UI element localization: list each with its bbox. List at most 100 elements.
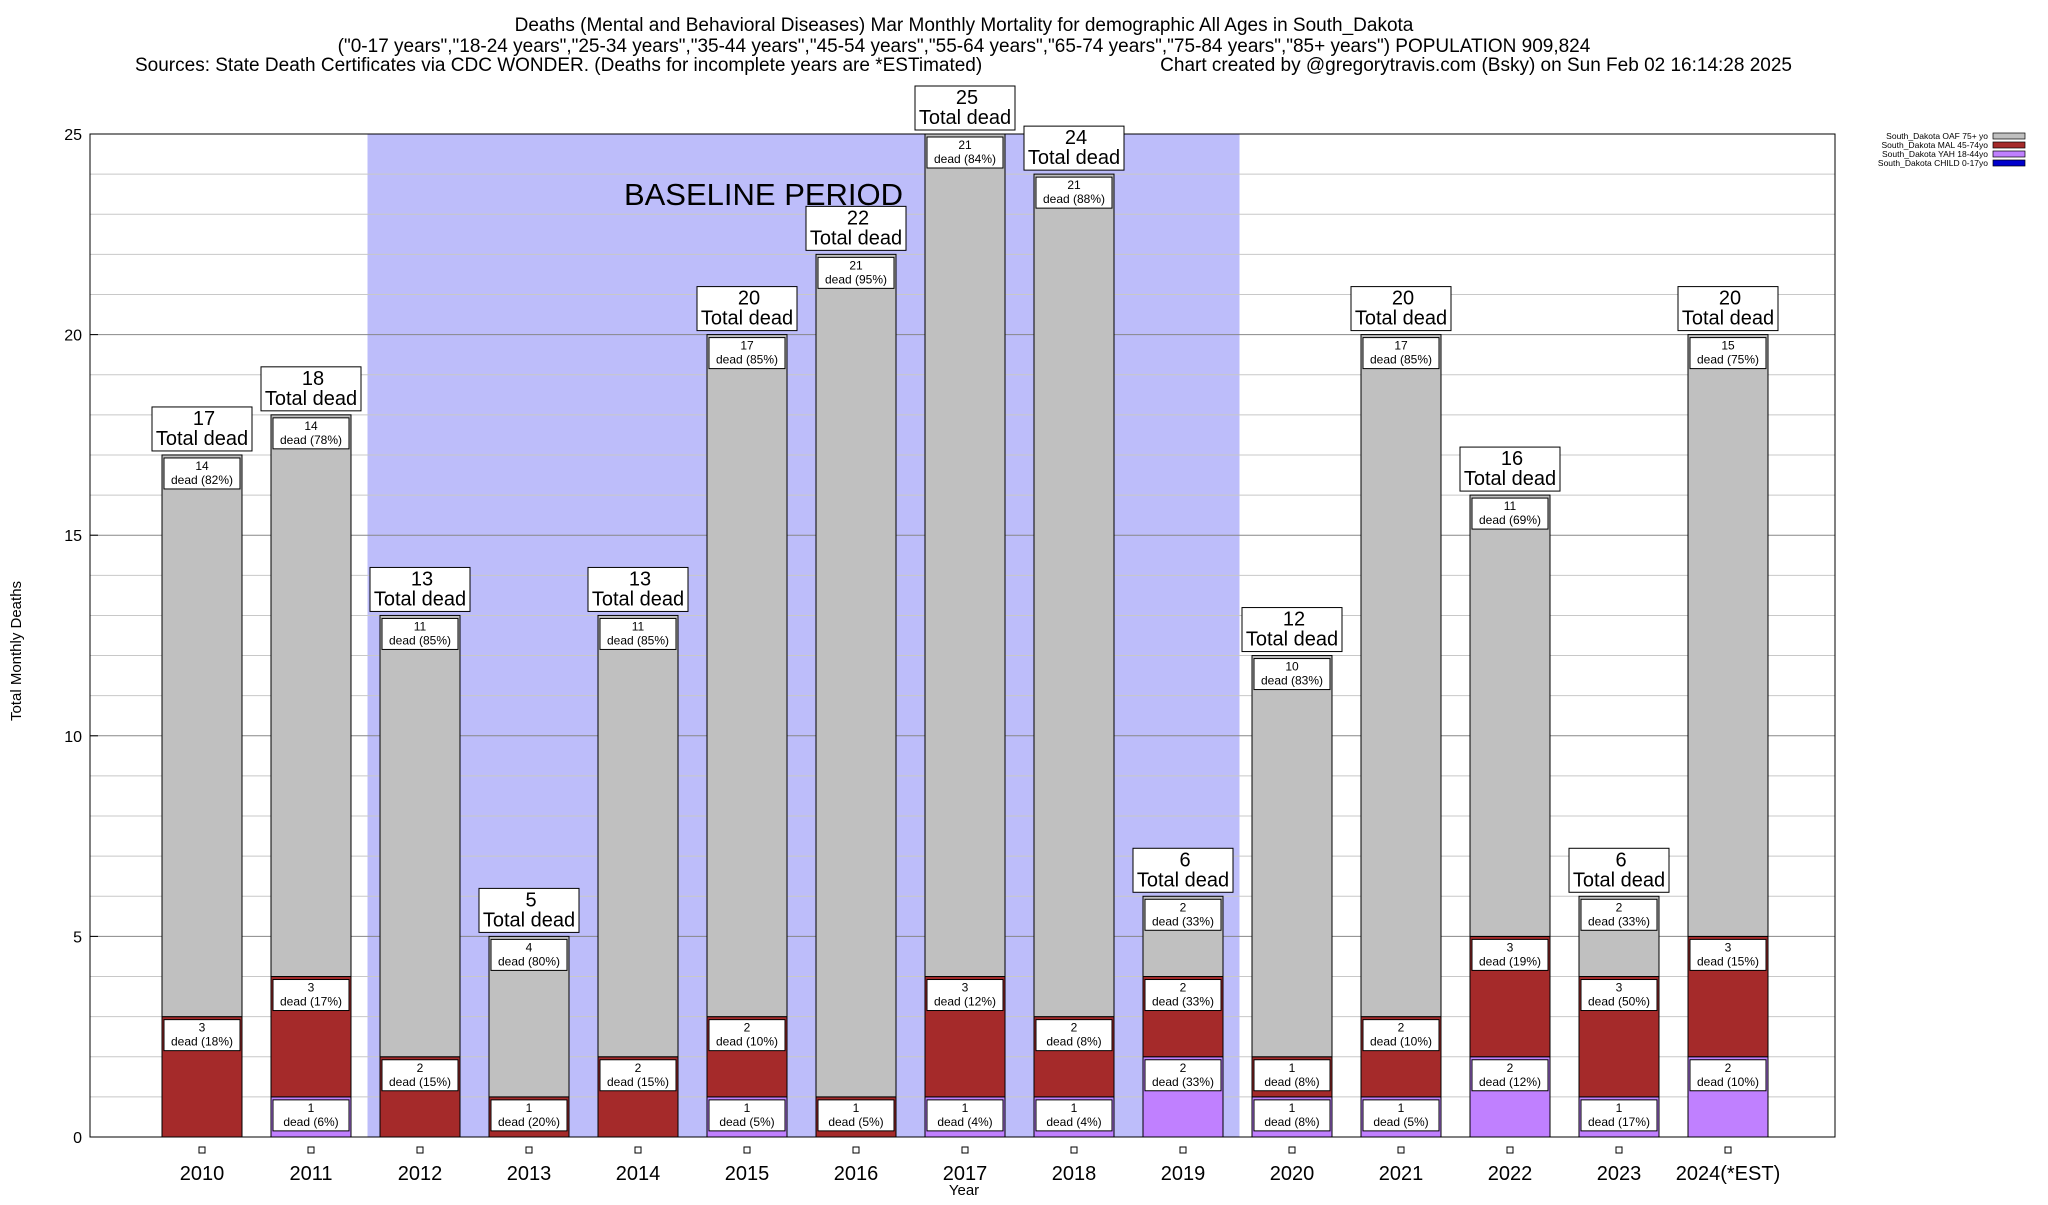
segment-pct: dead (5%) bbox=[719, 1115, 774, 1129]
segment-pct: dead (8%) bbox=[1264, 1115, 1319, 1129]
segment-pct: dead (82%) bbox=[171, 473, 233, 487]
segment-count: 15 bbox=[1721, 339, 1735, 353]
total-count: 13 bbox=[629, 568, 651, 590]
x-tick-label: 2016 bbox=[834, 1163, 879, 1185]
segment-count: 21 bbox=[1067, 178, 1081, 192]
segment-label-box bbox=[1689, 337, 1767, 370]
total-count: 24 bbox=[1065, 127, 1087, 149]
segment-label-box bbox=[1253, 1059, 1331, 1092]
x-tick-marker bbox=[198, 1146, 206, 1154]
total-word: Total dead bbox=[156, 428, 248, 450]
segment-label-box bbox=[599, 617, 677, 650]
segment-label-box bbox=[381, 617, 459, 650]
x-tick-marker bbox=[1615, 1146, 1623, 1154]
segment-pct: dead (17%) bbox=[1588, 1115, 1650, 1129]
segment-pct: dead (83%) bbox=[1261, 674, 1323, 688]
segment-pct: dead (85%) bbox=[1370, 353, 1432, 367]
x-tick-label: 2020 bbox=[1270, 1163, 1315, 1185]
total-word: Total dead bbox=[1028, 147, 1120, 169]
segment-pct: dead (84%) bbox=[934, 152, 996, 166]
segment-label-box bbox=[1471, 938, 1549, 971]
segment-label-box bbox=[1253, 658, 1331, 691]
segment-count: 1 bbox=[853, 1101, 860, 1115]
legend-swatch-child bbox=[1992, 159, 2026, 167]
total-word: Total dead bbox=[592, 588, 684, 610]
segment-label-box bbox=[1362, 1099, 1440, 1132]
segment-pct: dead (69%) bbox=[1479, 513, 1541, 527]
segment-count: 21 bbox=[849, 258, 863, 272]
segment-pct: dead (5%) bbox=[1373, 1115, 1428, 1129]
segment-count: 3 bbox=[1725, 940, 1732, 954]
segment-pct: dead (17%) bbox=[280, 995, 342, 1009]
x-tick-label: 2022 bbox=[1488, 1163, 1533, 1185]
segment-pct: dead (8%) bbox=[1264, 1075, 1319, 1089]
x-tick-marker bbox=[961, 1146, 969, 1154]
bar-segment-oaf bbox=[270, 414, 352, 978]
segment-pct: dead (85%) bbox=[607, 633, 669, 647]
total-word: Total dead bbox=[919, 107, 1011, 129]
total-count: 5 bbox=[525, 889, 536, 911]
segment-count: 3 bbox=[1616, 981, 1623, 995]
segment-label-box bbox=[1689, 1059, 1767, 1092]
segment-pct: dead (10%) bbox=[716, 1035, 778, 1049]
segment-label-box bbox=[490, 938, 568, 971]
segment-count: 1 bbox=[1289, 1061, 1296, 1075]
bar-segment-oaf bbox=[1360, 334, 1442, 1018]
x-tick-marker bbox=[416, 1146, 424, 1154]
segment-pct: dead (95%) bbox=[825, 272, 887, 286]
segment-label-box bbox=[1144, 979, 1222, 1012]
segment-count: 2 bbox=[417, 1061, 424, 1075]
total-label-box bbox=[1459, 446, 1561, 492]
x-tick-label: 2017 bbox=[943, 1163, 988, 1185]
segment-count: 1 bbox=[308, 1101, 315, 1115]
segment-label-box bbox=[1471, 497, 1549, 530]
segment-label-box bbox=[926, 1099, 1004, 1132]
segment-label-box bbox=[1362, 337, 1440, 370]
segment-pct: dead (15%) bbox=[1697, 954, 1759, 968]
segment-count: 1 bbox=[1398, 1101, 1405, 1115]
segment-label-box bbox=[817, 256, 895, 289]
segment-count: 2 bbox=[1071, 1021, 1078, 1035]
segment-label-box bbox=[490, 1099, 568, 1132]
x-tick-label: 2013 bbox=[507, 1163, 552, 1185]
legend-swatch-mal bbox=[1992, 141, 2026, 149]
segment-label-box bbox=[1035, 176, 1113, 209]
x-tick-label: 2023 bbox=[1597, 1163, 1642, 1185]
y-tick-label: 10 bbox=[64, 729, 82, 746]
total-label-box bbox=[260, 366, 362, 412]
total-count: 6 bbox=[1179, 849, 1190, 871]
segment-pct: dead (33%) bbox=[1152, 1075, 1214, 1089]
total-word: Total dead bbox=[1137, 869, 1229, 891]
segment-pct: dead (12%) bbox=[1479, 1075, 1541, 1089]
total-count: 22 bbox=[847, 207, 869, 229]
total-label-box bbox=[369, 566, 471, 612]
segment-label-box bbox=[817, 1099, 895, 1132]
x-axis-label: Year bbox=[949, 1182, 979, 1199]
segment-count: 11 bbox=[632, 619, 645, 633]
total-label-box bbox=[587, 566, 689, 612]
bar-segment-oaf bbox=[597, 614, 679, 1058]
segment-label-box bbox=[708, 1099, 786, 1132]
segment-pct: dead (4%) bbox=[1046, 1115, 1101, 1129]
x-tick-label: 2010 bbox=[180, 1163, 225, 1185]
segment-pct: dead (33%) bbox=[1152, 914, 1214, 928]
segment-count: 21 bbox=[958, 138, 972, 152]
segment-count: 1 bbox=[962, 1101, 969, 1115]
total-count: 13 bbox=[411, 568, 433, 590]
bar-segment-oaf bbox=[1251, 655, 1333, 1058]
segment-pct: dead (8%) bbox=[1046, 1035, 1101, 1049]
total-label-box bbox=[1568, 847, 1670, 893]
bar-segment-oaf bbox=[1033, 173, 1115, 1018]
segment-label-box bbox=[1580, 979, 1658, 1012]
segment-label-box bbox=[599, 1059, 677, 1092]
segment-count: 2 bbox=[1180, 900, 1187, 914]
legend-label: South_Dakota CHILD 0-17yo bbox=[1878, 158, 1988, 168]
segment-count: 2 bbox=[1507, 1061, 1514, 1075]
bar-segment-oaf bbox=[161, 454, 243, 1018]
segment-count: 2 bbox=[1180, 1061, 1187, 1075]
bars bbox=[161, 133, 1769, 1138]
segment-count: 2 bbox=[1725, 1061, 1732, 1075]
total-count: 17 bbox=[193, 408, 215, 430]
y-tick-label: 25 bbox=[64, 127, 82, 144]
segment-count: 2 bbox=[635, 1061, 642, 1075]
